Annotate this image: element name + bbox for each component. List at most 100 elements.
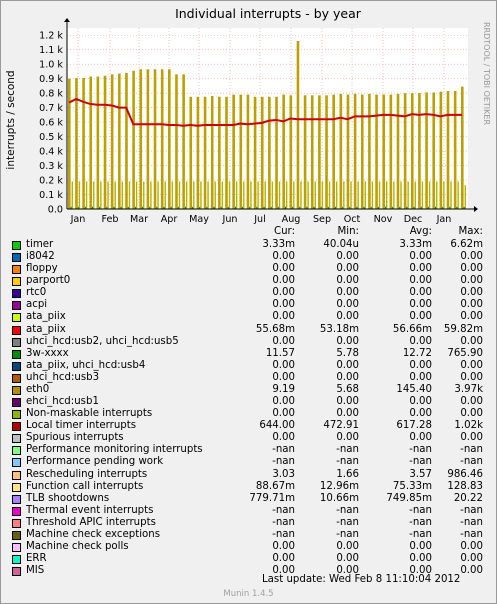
bar-tlb-shootdowns [461,86,464,209]
bar-rescheduling [335,181,338,209]
bar-rescheduling [307,181,309,209]
bar-rescheduling [436,181,438,209]
bar-3w-xxxx [363,206,365,209]
bar-tlb-shootdowns [418,93,421,209]
bar-tlb-shootdowns [118,73,121,209]
y-ticks: 0.0 0.1 k 0.2 k 0.3 k 0.4 k 0.5 k 0.6 k 0.7 k 0.… [39,31,63,216]
bar-tlb-shootdowns [453,90,457,209]
bar-rescheduling [457,181,459,209]
bar-rescheduling [243,181,245,209]
rrdtool-credit: RRDTOOL / TOBI OETIKER [482,22,491,125]
bar-tlb-shootdowns [96,76,100,210]
bar-rescheduling [293,181,295,209]
bar-3w-xxxx [77,206,79,209]
bar-3w-xxxx [256,206,258,209]
x-tick-label: Mar [130,214,148,225]
chart-title: Individual interrupts - by year [175,6,362,21]
x-tick-label: Jan [436,214,452,225]
bar-3w-xxxx [413,206,415,209]
bar-3w-xxxx [463,206,465,209]
bar-tlb-shootdowns [310,95,314,209]
bar-rescheduling [143,181,145,209]
bar-3w-xxxx [313,206,315,209]
y-tick-label: 1.1 k [39,45,63,56]
bar-tlb-shootdowns [332,94,335,209]
bar-tlb-shootdowns [432,92,436,209]
bar-tlb-shootdowns [146,69,150,209]
bar-3w-xxxx [334,206,336,209]
bar-tlb-shootdowns [425,92,428,209]
bar-rescheduling [443,181,445,209]
bar-tlb-shootdowns [439,91,443,209]
bar-rescheduling [171,181,174,209]
bar-tlb-shootdowns [210,96,214,209]
y-tick-label: 0.2 k [39,176,63,187]
y-tick-label: 0.4 k [39,147,63,158]
bar-tlb-shootdowns [182,74,185,209]
bar-tlb-shootdowns [303,95,307,209]
bar-3w-xxxx [370,206,372,209]
bar-tlb-shootdowns [325,95,328,209]
bar-tlb-shootdowns [446,90,450,209]
bar-3w-xxxx [199,206,201,209]
bar-tlb-shootdowns [246,94,250,209]
x-tick-label: Nov [374,214,393,225]
bar-tlb-shootdowns [339,93,343,209]
bar-rescheduling [257,181,259,209]
bar-tlb-shootdowns [318,95,321,209]
bar-rescheduling [235,181,238,209]
bars-layer [68,41,466,210]
bar-tlb-shootdowns [289,95,293,209]
bar-3w-xxxx [349,206,351,209]
bar-tlb-shootdowns [275,96,278,209]
bar-3w-xxxx [449,206,451,209]
bar-rescheduling [221,181,224,209]
bar-rescheduling [185,181,188,209]
bar-3w-xxxx [406,206,408,209]
bar-rescheduling [271,181,274,209]
bar-3w-xxxx [427,206,429,209]
bar-rescheduling [78,181,81,209]
y-tick-label: 0.5 k [39,132,63,143]
bar-rescheduling [371,181,374,209]
bar-3w-xxxx [99,206,101,209]
bar-3w-xxxx [163,206,165,209]
y-tick-label: 0.6 k [39,118,63,129]
bar-rescheduling [114,181,116,209]
bar-rescheduling [264,181,266,209]
bar-tlb-shootdowns [196,96,200,209]
x-tick-label: Jan [70,214,86,225]
bar-3w-xxxx [92,206,94,209]
bar-3w-xxxx [392,206,394,209]
bar-rescheduling [150,181,152,209]
bar-tlb-shootdowns [168,69,171,209]
bar-3w-xxxx [177,206,179,209]
x-tick-label: May [189,214,209,225]
bar-rescheduling [421,181,424,209]
bar-rescheduling [393,181,395,209]
bar-tlb-shootdowns [225,96,228,209]
bar-tlb-shootdowns [132,70,135,209]
bar-rescheduling [357,181,359,209]
bar-rescheduling [178,181,181,209]
bar-3w-xxxx [227,206,229,209]
bar-rescheduling [107,181,109,209]
bar-3w-xxxx [213,206,215,209]
bar-3w-xxxx [320,206,322,209]
bar-3w-xxxx [234,206,236,209]
bar-rescheduling [157,181,159,209]
bar-rescheduling [386,181,388,209]
bar-rescheduling [407,181,409,209]
bar-rescheduling [314,181,316,209]
bar-3w-xxxx [327,206,329,209]
x-tick-label: Oct [344,214,361,225]
y-tick-label: 0.3 k [39,161,63,172]
bar-rescheduling [228,181,231,209]
bar-rescheduling [400,181,402,209]
bar-tlb-shootdowns [203,96,207,209]
y-tick-label: 0.0 [48,205,63,216]
x-tick-label: Dec [404,214,423,225]
bar-3w-xxxx [263,206,265,209]
bar-3w-xxxx [149,206,151,209]
bar-rescheduling [328,181,331,209]
